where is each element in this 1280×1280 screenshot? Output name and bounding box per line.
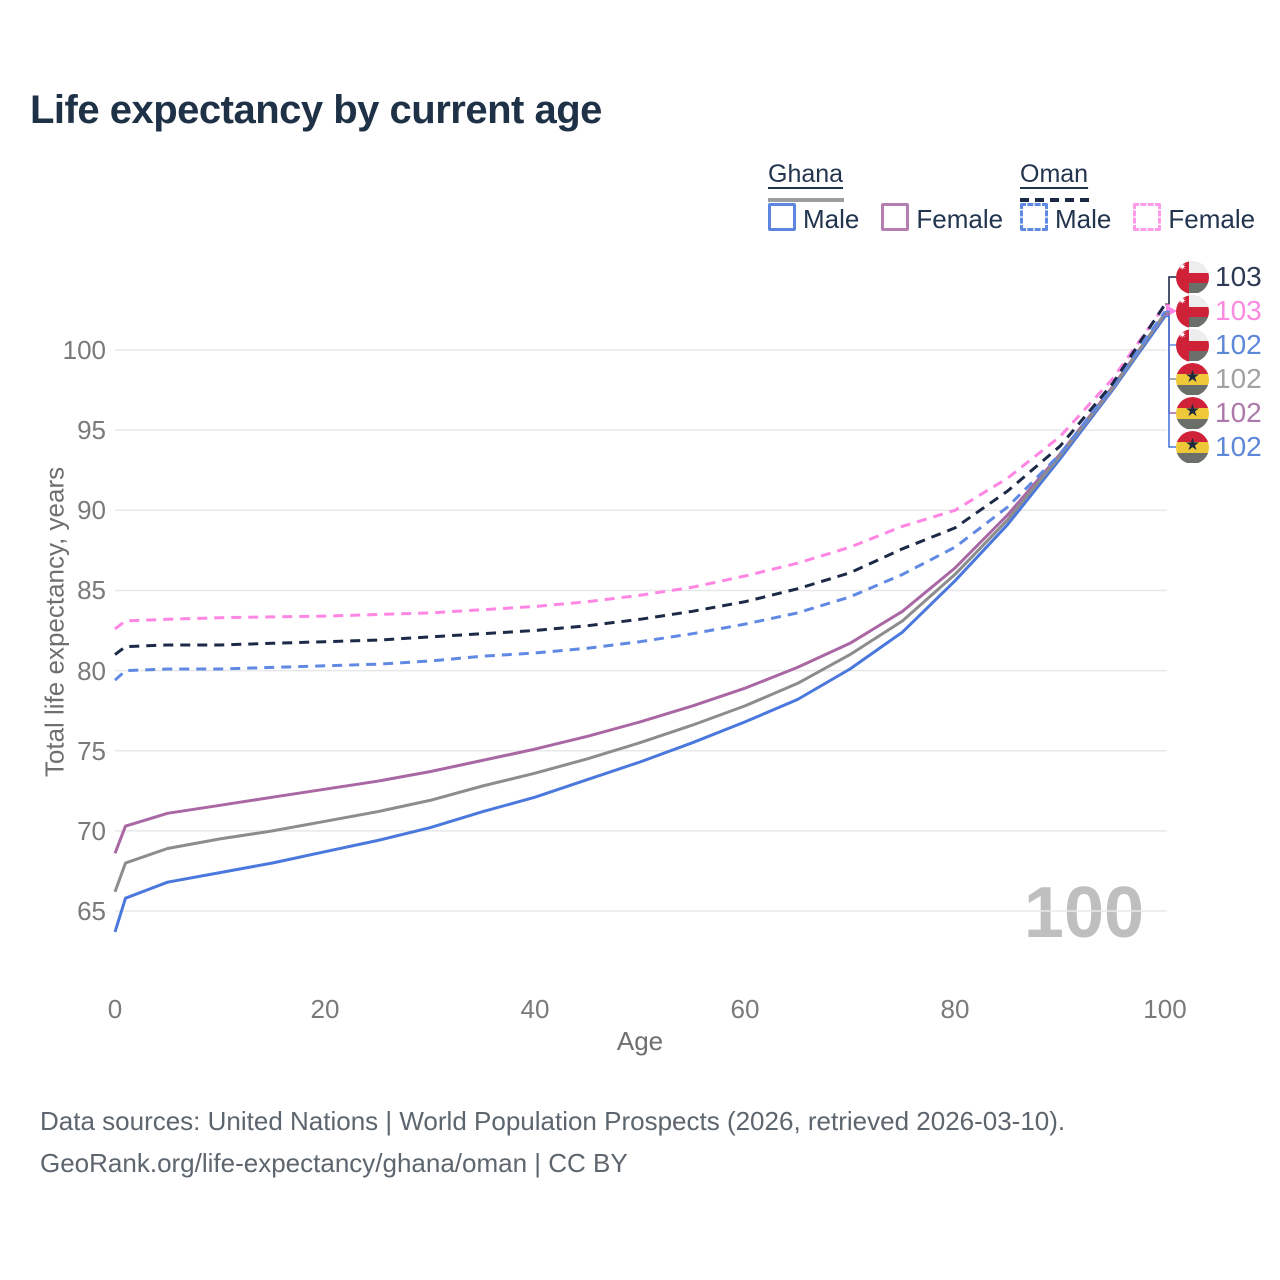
series-line-oman-female [114,304,1167,631]
end-connector-1 [1165,276,1176,306]
y-tick-label-75: 75 [77,735,106,766]
ghana-flag-icon: ★ [1176,362,1209,396]
series-line-ghana-male [113,315,1167,933]
series-line-ghana-female [113,313,1167,854]
x-tick-label-0: 0 [107,994,123,1024]
legend-ghana-combined-line-swatch [768,198,844,202]
series-line-oman-both-sexes [114,303,1167,656]
end-connector-4 [1165,312,1176,380]
x-tick-label-80: 80 [940,994,970,1024]
end-label-value: 103 [1215,295,1262,326]
x-tick-label-100: 100 [1143,994,1187,1024]
legend-oman-male-swatch [1020,203,1048,231]
y-tick-label-95: 95 [77,415,106,446]
end-label-row-ghana-both-sexes: ★ 102 [1176,362,1262,396]
legend-oman-header: Oman [1020,160,1089,188]
legend-ghana-male-label: Male [803,204,860,234]
oman-flag-icon: ✷ [1176,260,1209,294]
y-tick-label-80: 80 [77,655,106,686]
y-tick-label-65: 65 [77,896,106,927]
legend-ghana-female-swatch [881,203,910,231]
end-label-row-ghana-male: ★ 102 [1176,430,1262,464]
legend-group-ghana: Ghana Male Female [768,160,1003,234]
end-label-value: 102 [1215,397,1262,428]
end-label-value: 102 [1215,329,1262,360]
x-axis-title: Age [616,1026,664,1056]
ghana-flag-icon: ★ [1176,396,1209,430]
legend-ghana-female-label: Female [916,204,1004,234]
end-label-value: 103 [1215,261,1262,292]
end-label-value: 102 [1215,431,1262,462]
legend-oman-combined-line-swatch [1020,198,1092,202]
end-connector-5 [1165,313,1176,414]
x-tick-label-40: 40 [520,994,550,1024]
end-label-row-oman-female: ✷ 103 [1176,294,1262,328]
x-tick-label-20: 20 [310,994,340,1024]
legend-ghana-male-swatch [768,203,796,231]
y-tick-label-100: 100 [62,335,106,365]
legend-oman-female-swatch [1133,203,1162,231]
end-label-row-oman-male: ✷ 102 [1176,328,1262,362]
ghana-flag-icon: ★ [1176,430,1209,464]
end-label-value: 102 [1215,363,1262,394]
legend-oman-male-label: Male [1055,204,1112,234]
end-label-row-ghana-female: ★ 102 [1176,396,1262,430]
legend-ghana-header: Ghana [768,160,844,188]
y-tick-label-85: 85 [77,575,106,606]
x-tick-label-60: 60 [730,994,760,1024]
end-label-row-oman-both-sexes: ✷ 103 [1176,260,1262,294]
legend-group-oman: Oman Male Female [1020,160,1255,234]
oman-flag-icon: ✷ [1176,294,1209,328]
series-line-oman-male [113,310,1167,682]
end-connector-6 [1165,315,1176,448]
y-tick-label-70: 70 [77,815,106,846]
page-title: Life expectancy by current age [30,88,602,132]
footer-data-sources: Data sources: United Nations | World Pop… [40,1106,1066,1136]
y-tick-label-90: 90 [77,495,106,526]
oman-flag-icon: ✷ [1176,328,1209,362]
watermark: 100 [1023,873,1145,953]
legend-oman-female-label: Female [1168,204,1256,234]
footer-attribution: GeoRank.org/life-expectancy/ghana/oman |… [40,1148,628,1178]
series-line-ghana-both-sexes [113,312,1167,893]
chart-canvas [113,276,1177,933]
